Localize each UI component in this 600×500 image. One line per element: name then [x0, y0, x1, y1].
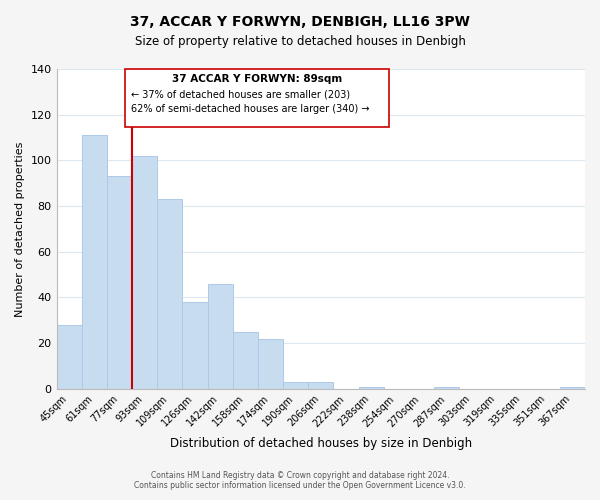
Bar	[82, 135, 107, 389]
Bar	[258, 338, 283, 389]
Bar	[208, 284, 233, 389]
Bar	[107, 176, 132, 389]
Text: 37 ACCAR Y FORWYN: 89sqm: 37 ACCAR Y FORWYN: 89sqm	[172, 74, 343, 84]
Bar	[233, 332, 258, 389]
Text: ← 37% of detached houses are smaller (203): ← 37% of detached houses are smaller (20…	[131, 90, 350, 100]
Bar	[560, 386, 585, 389]
Text: 62% of semi-detached houses are larger (340) →: 62% of semi-detached houses are larger (…	[131, 104, 369, 114]
Bar	[359, 386, 383, 389]
Text: 37, ACCAR Y FORWYN, DENBIGH, LL16 3PW: 37, ACCAR Y FORWYN, DENBIGH, LL16 3PW	[130, 15, 470, 29]
Text: Size of property relative to detached houses in Denbigh: Size of property relative to detached ho…	[134, 35, 466, 48]
Bar	[132, 156, 157, 389]
Bar	[56, 325, 82, 389]
Text: Contains HM Land Registry data © Crown copyright and database right 2024.
Contai: Contains HM Land Registry data © Crown c…	[134, 470, 466, 490]
FancyBboxPatch shape	[125, 69, 389, 126]
Bar	[308, 382, 334, 389]
Bar	[283, 382, 308, 389]
X-axis label: Distribution of detached houses by size in Denbigh: Distribution of detached houses by size …	[170, 437, 472, 450]
Y-axis label: Number of detached properties: Number of detached properties	[15, 141, 25, 316]
Bar	[157, 199, 182, 389]
Bar	[182, 302, 208, 389]
Bar	[434, 386, 459, 389]
